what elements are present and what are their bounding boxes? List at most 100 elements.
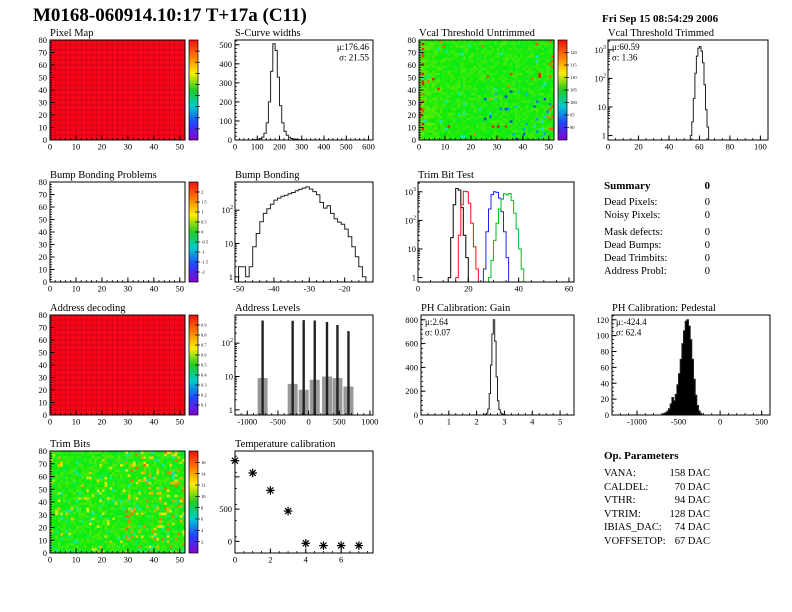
svg-text:100: 100 xyxy=(251,142,264,152)
ph-pedestal-frame xyxy=(611,314,771,416)
vcal-trimmed-data xyxy=(689,46,710,140)
trimbit-test-data xyxy=(418,188,574,283)
svg-text:σ: 1.36: σ: 1.36 xyxy=(612,53,638,63)
svg-text:0: 0 xyxy=(48,142,52,152)
svg-text:-40: -40 xyxy=(268,284,279,294)
vcal-untrimmed-canvas: 0 10 20 30 40 5001020304050607080120115110105… xyxy=(408,35,578,152)
plot-title-ph-pedestal: PH Calibration: Pedestal xyxy=(612,303,716,314)
svg-text:20: 20 xyxy=(464,284,473,294)
svg-text:-1000: -1000 xyxy=(237,417,257,427)
pixel-map-data xyxy=(50,40,185,140)
svg-text:5: 5 xyxy=(558,417,562,427)
svg-text:70: 70 xyxy=(39,190,48,200)
op-row-vthr: VTHR: 94 DAC xyxy=(604,495,710,506)
svg-text:102: 102 xyxy=(222,205,234,215)
svg-text:100: 100 xyxy=(219,116,232,126)
svg-text:1: 1 xyxy=(602,131,606,141)
bump-problems-frame xyxy=(49,181,186,283)
svg-text:50: 50 xyxy=(176,417,185,427)
svg-text:500: 500 xyxy=(333,417,346,427)
ph-pedestal-axes: -1000 -500 0 500 0 20 40 60 80 100 120 xyxy=(596,315,771,427)
op-row-vtrim: VTRIM: 128 DAC xyxy=(604,508,710,520)
svg-text:80: 80 xyxy=(39,35,48,45)
summary-header: Summary 0 xyxy=(604,179,710,193)
svg-text:30: 30 xyxy=(408,98,417,108)
svg-text:102: 102 xyxy=(222,338,234,348)
svg-text:σ: 62.4: σ: 62.4 xyxy=(616,328,642,338)
svg-text:50: 50 xyxy=(545,142,554,152)
trimbit-test-canvas: 0 20 40 60 1 10 102 103 xyxy=(405,181,575,294)
svg-text:600: 600 xyxy=(405,339,418,349)
plot-title-vcal-trimmed: Vcal Threshold Trimmed xyxy=(608,28,714,39)
svg-text:50: 50 xyxy=(176,284,185,294)
svg-text:μ:176.46: μ:176.46 xyxy=(337,42,370,52)
trim-bits-data xyxy=(50,451,186,554)
svg-text:-30: -30 xyxy=(304,284,315,294)
svg-text:80: 80 xyxy=(601,347,610,357)
heatmap-texture xyxy=(50,315,185,415)
svg-text:90: 90 xyxy=(570,125,575,130)
svg-text:20: 20 xyxy=(98,142,107,152)
svg-text:0.8: 0.8 xyxy=(201,333,207,338)
timestamp: Fri Sep 15 08:54:29 2006 xyxy=(602,13,719,25)
vcal-trimmed-axes: 0 20 40 60 80 100 1 10 102 103 xyxy=(595,40,769,152)
svg-text:100: 100 xyxy=(754,142,767,152)
svg-text:50: 50 xyxy=(408,73,417,83)
svg-text:20: 20 xyxy=(39,110,48,120)
svg-text:200: 200 xyxy=(219,97,232,107)
bump-problems-canvas: 0 10 20 30 40 500102030405060708021.510.50-0.… xyxy=(39,177,209,294)
svg-text:0: 0 xyxy=(417,142,421,152)
svg-text:40: 40 xyxy=(514,284,523,294)
svg-text:40: 40 xyxy=(408,85,417,95)
plot-title-ph-gain: PH Calibration: Gain xyxy=(421,303,511,314)
svg-text:0: 0 xyxy=(233,142,237,152)
svg-text:-50: -50 xyxy=(233,284,244,294)
svg-text:10: 10 xyxy=(72,417,81,427)
svg-text:200: 200 xyxy=(273,142,286,152)
svg-text:120: 120 xyxy=(596,315,609,325)
scurve-widths-data xyxy=(252,43,305,141)
svg-text:2: 2 xyxy=(201,190,203,195)
svg-text:40: 40 xyxy=(601,378,610,388)
svg-text:0: 0 xyxy=(414,410,418,420)
svg-text:-500: -500 xyxy=(270,417,286,427)
svg-text:10: 10 xyxy=(225,239,234,249)
trim-green xyxy=(418,193,574,283)
summary-row-dead-bumps: Dead Bumps: 0 xyxy=(604,240,710,251)
svg-text:0.2: 0.2 xyxy=(201,393,207,398)
plot-title-pixel-map: Pixel Map xyxy=(50,28,94,39)
summary-panel: Summary 0 Dead Pixels: 0 Noisy Pixels: 0 M… xyxy=(604,179,710,278)
addr-levels-data xyxy=(257,320,354,415)
svg-text:500: 500 xyxy=(755,417,768,427)
heatmap-texture xyxy=(50,40,185,140)
ph-gain-canvas: 0 1 2 3 4 5 0 200 400 600 800 μ:2.64σ: 0.07 xyxy=(405,314,575,427)
op-row-vana: VANA: 158 DAC xyxy=(604,468,710,479)
svg-text:30: 30 xyxy=(493,142,502,152)
svg-text:3: 3 xyxy=(502,417,506,427)
svg-text:10: 10 xyxy=(39,265,48,275)
svg-text:800: 800 xyxy=(405,315,418,325)
svg-text:60: 60 xyxy=(39,335,48,345)
svg-text:0: 0 xyxy=(606,142,610,152)
svg-text:0: 0 xyxy=(48,417,52,427)
svg-text:20: 20 xyxy=(467,142,476,152)
svg-text:0: 0 xyxy=(605,410,609,420)
svg-text:20: 20 xyxy=(98,417,107,427)
addr-levels-axes: -1000 -500 0 500 1000 1 10 102 xyxy=(222,316,378,427)
svg-text:1000: 1000 xyxy=(361,417,378,427)
svg-text:300: 300 xyxy=(219,78,232,88)
svg-text:μ:-424.4: μ:-424.4 xyxy=(616,317,647,327)
svg-text:0: 0 xyxy=(43,277,47,287)
svg-text:0: 0 xyxy=(43,410,47,420)
svg-text:400: 400 xyxy=(405,362,418,372)
svg-text:40: 40 xyxy=(519,142,528,152)
bump-bonding-axes: -50 -40 -30 -20 1 10 102 xyxy=(222,183,374,294)
summary-row-mask-defects: Mask defects: 0 xyxy=(604,227,710,238)
svg-text:0.4: 0.4 xyxy=(201,373,207,378)
svg-text:0: 0 xyxy=(718,417,722,427)
svg-text:95: 95 xyxy=(570,113,575,118)
